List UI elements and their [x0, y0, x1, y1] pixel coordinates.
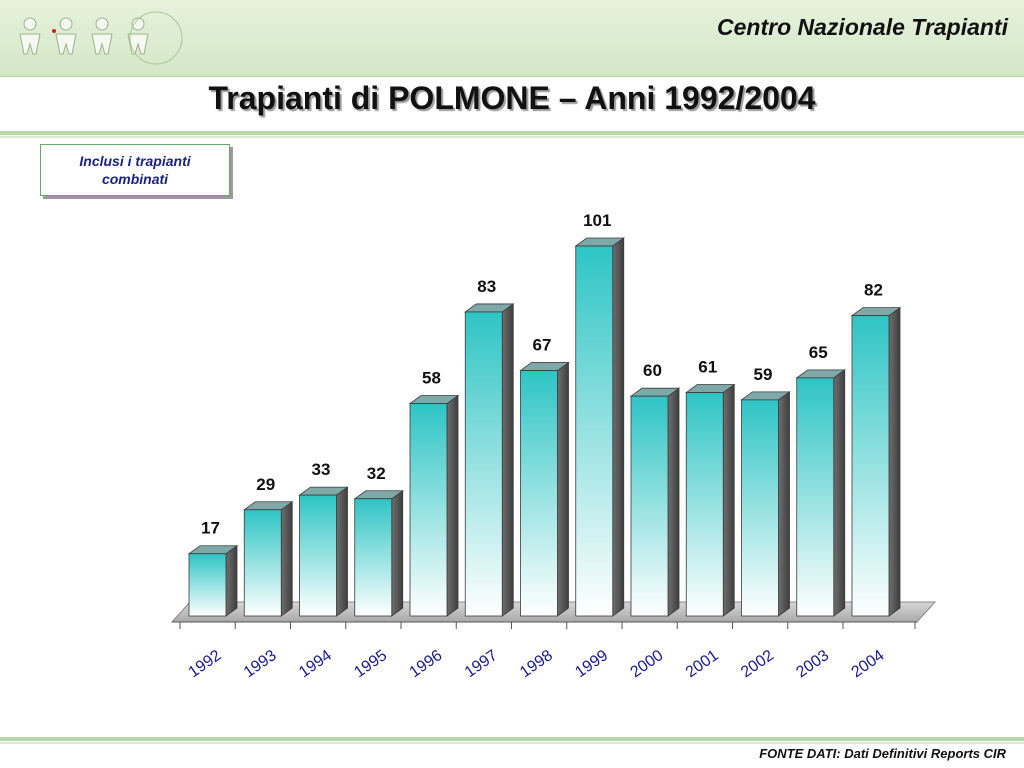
bar-2003 — [795, 369, 846, 617]
bar-front — [630, 395, 669, 617]
bar-1996 — [408, 394, 460, 617]
bar-side — [888, 306, 901, 617]
value-label: 32 — [367, 464, 386, 483]
bar-1994 — [298, 486, 349, 617]
bar-side — [778, 391, 790, 617]
header-band: Centro Nazionale Trapianti — [0, 0, 1024, 77]
bar-2004 — [850, 306, 902, 617]
bar-front — [409, 403, 448, 617]
x-tick-label: 1994 — [296, 647, 335, 681]
x-tick-label: 2001 — [683, 647, 722, 681]
note-box: Inclusi i trapianti combinati — [40, 144, 230, 196]
bar-side — [391, 489, 404, 617]
bar-side — [446, 394, 459, 617]
bar-front — [243, 509, 282, 617]
value-label: 17 — [201, 519, 220, 538]
bar-side — [667, 387, 680, 617]
divider-bottom-thin — [0, 742, 1024, 744]
bar-front — [464, 311, 503, 617]
people-figures-logo-icon — [19, 11, 183, 65]
bar-front — [354, 498, 393, 617]
value-label: 65 — [809, 343, 828, 362]
note-text: Inclusi i trapianti combinati — [79, 153, 191, 187]
x-tick-label: 1996 — [407, 647, 446, 681]
x-tick-label: 1993 — [241, 647, 280, 681]
value-label: 101 — [583, 211, 611, 230]
bar-side — [336, 486, 348, 617]
bar-2001 — [685, 383, 736, 617]
bar-2002 — [740, 391, 791, 617]
bar-1992 — [187, 544, 239, 617]
bar-front — [741, 399, 779, 617]
value-label: 61 — [698, 358, 717, 377]
value-label: 29 — [256, 475, 275, 494]
bar-side — [501, 303, 514, 617]
bar-1997 — [464, 303, 515, 617]
x-tick-label: 2004 — [849, 647, 888, 681]
org-name: Centro Nazionale Trapianti — [717, 14, 1008, 40]
bar-front — [575, 245, 614, 617]
source-footer: FONTE DATI: Dati Definitivi Reports CIR — [759, 746, 1006, 761]
value-label: 83 — [477, 277, 496, 296]
page-title: Trapianti di POLMONE – Anni 1992/2004 — [208, 80, 816, 116]
bar-side — [280, 500, 293, 617]
bar-front — [685, 392, 724, 617]
bar-1999 — [574, 237, 625, 617]
divider-top-thin — [0, 136, 1024, 138]
bar-1993 — [243, 500, 294, 617]
x-tick-label: 1997 — [462, 647, 501, 681]
x-tick-label: 2000 — [628, 647, 667, 681]
x-tick-label: 1995 — [351, 647, 390, 681]
bar-front — [299, 494, 337, 617]
bar-side — [557, 361, 569, 617]
bar-side — [722, 383, 735, 617]
divider-bottom — [0, 737, 1024, 741]
bar-front — [188, 553, 227, 617]
value-label: 82 — [864, 281, 883, 300]
bar-front — [796, 377, 835, 617]
bar-1998 — [519, 361, 570, 617]
value-label: 60 — [643, 361, 662, 380]
x-tick-label: 2002 — [738, 647, 777, 681]
value-label: 58 — [422, 369, 441, 388]
value-label: 59 — [754, 365, 773, 384]
bar-1995 — [353, 489, 404, 617]
x-tick-label: 1992 — [186, 647, 225, 681]
value-label: 33 — [312, 460, 331, 479]
bar-front — [851, 315, 890, 617]
value-label: 67 — [533, 336, 552, 355]
x-tick-label: 1998 — [517, 647, 556, 681]
bar-side — [833, 369, 846, 617]
divider-top — [0, 131, 1024, 135]
x-tick-label: 2003 — [793, 647, 832, 681]
bar-2000 — [629, 387, 681, 617]
bar-side — [612, 237, 625, 617]
bar-side — [225, 544, 238, 617]
bar-front — [520, 370, 558, 617]
x-tick-label: 1999 — [572, 647, 611, 681]
